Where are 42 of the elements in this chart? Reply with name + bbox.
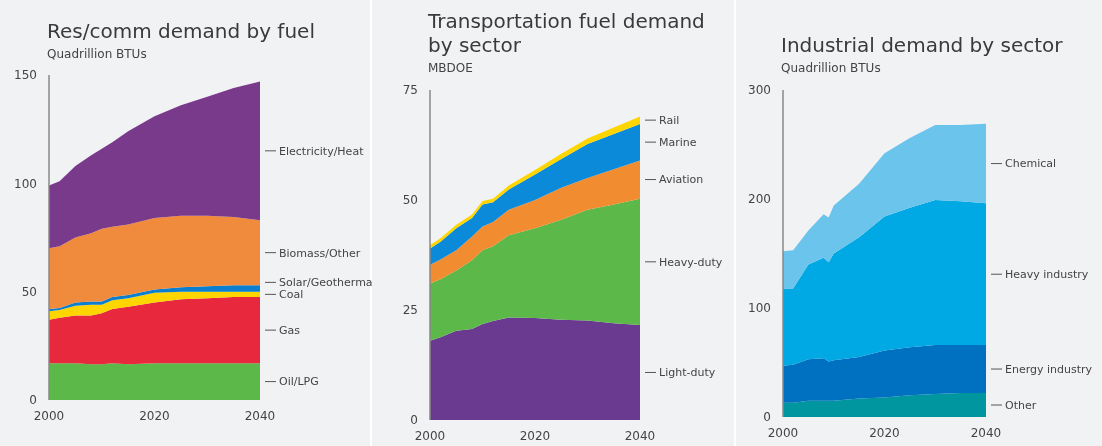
- y-tick-label: 0: [29, 393, 37, 408]
- x-tick-label: 2040: [624, 429, 656, 443]
- x-tick-label: 2040: [244, 409, 276, 423]
- series-label: Light-duty: [659, 366, 716, 380]
- series-label: Chemical: [1005, 157, 1057, 171]
- chart-subtitle: Quadrillion BTUs: [47, 47, 147, 61]
- chart-subtitle: Quadrillion BTUs: [781, 61, 881, 75]
- series-label: Marine: [659, 135, 697, 149]
- y-tick-label: 25: [402, 303, 418, 318]
- x-tick-label: 2000: [414, 429, 446, 443]
- y-tick-label: 0: [763, 410, 771, 425]
- series-label: Other: [1005, 398, 1037, 412]
- series-label: Heavy-duty: [659, 255, 723, 269]
- y-tick-label: 50: [21, 284, 37, 299]
- y-tick-label: 300: [748, 83, 771, 98]
- series-label: Aviation: [659, 173, 704, 187]
- series-label: Rail: [659, 113, 680, 127]
- series-label: Gas: [279, 323, 301, 337]
- y-tick-label: 75: [402, 83, 418, 98]
- series-label: Oil/LPG: [279, 375, 319, 389]
- x-tick-label: 2020: [869, 426, 900, 440]
- series-label: Heavy industry: [1005, 268, 1089, 282]
- x-tick-label: 2000: [33, 409, 65, 423]
- y-tick-label: 50: [402, 193, 418, 208]
- chart-subtitle: MBDOE: [428, 61, 473, 75]
- series-label: Electricity/Heat: [279, 144, 365, 158]
- series-label: Biomass/Other: [279, 246, 361, 260]
- y-tick-label: 200: [748, 192, 771, 207]
- y-tick-label: 150: [14, 68, 37, 83]
- chart-title: Transportation fuel demand by sector: [427, 9, 705, 57]
- y-tick-label: 0: [410, 413, 418, 428]
- series-label: Solar/Geotherma: [279, 276, 373, 290]
- series-label: Energy industry: [1005, 362, 1093, 376]
- x-tick-label: 2000: [767, 426, 799, 440]
- y-tick-label: 100: [748, 301, 771, 316]
- x-tick-label: 2020: [139, 409, 170, 423]
- chart-title: Industrial demand by sector: [781, 33, 1064, 57]
- x-tick-label: 2020: [519, 429, 551, 443]
- chart-title: Res/comm demand by fuel: [47, 19, 315, 43]
- y-tick-label: 100: [14, 176, 37, 191]
- x-tick-label: 2040: [970, 426, 1002, 440]
- series-label: Coal: [279, 288, 304, 302]
